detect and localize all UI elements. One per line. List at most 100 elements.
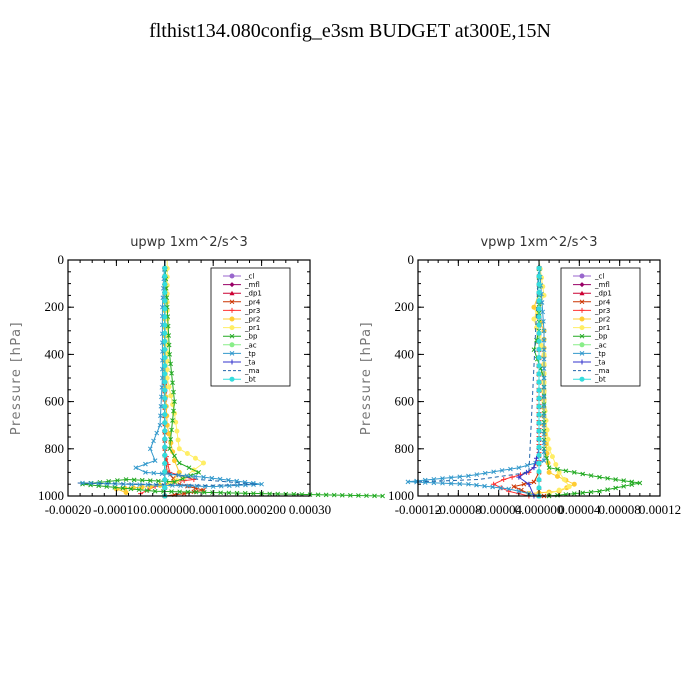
x-tick-label: -0.00012 (395, 502, 442, 517)
series-marker-bt (162, 452, 168, 458)
series-marker-bt (162, 460, 168, 466)
series-marker-bt (162, 273, 168, 279)
legend-label: _tp (244, 350, 256, 358)
panel-2: vpwp 1xm^2/s^3 Pressure [hPa] 0 200 400 600 80… (359, 235, 681, 517)
legend-marker (579, 299, 585, 305)
series-marker-bp (115, 478, 120, 483)
series-marker-tp (176, 472, 181, 478)
legend-label: _dp1 (594, 290, 612, 298)
series-marker-tp (499, 468, 505, 473)
legend-marker (579, 342, 585, 348)
series-marker-bt (536, 477, 542, 483)
series-marker-bt (536, 306, 542, 312)
series-marker-tp (524, 462, 530, 468)
x-tick-label: 0.000200 (237, 502, 286, 517)
series-marker-bt (536, 469, 542, 475)
series-marker-bp (588, 473, 594, 478)
x-tick-label: 0.00004 (558, 502, 601, 517)
x-tick-label: 0.00012 (639, 502, 681, 517)
series-marker-bt (536, 403, 542, 409)
series-marker-bp (193, 489, 199, 495)
series-marker-pr3 (509, 474, 515, 480)
series-marker-bt (162, 371, 168, 377)
series-marker-pr1 (546, 446, 552, 452)
series-marker-bp (167, 352, 172, 357)
series-marker-bt (536, 330, 542, 336)
series-marker-tp (137, 482, 143, 487)
series-marker-tp (151, 438, 156, 444)
series-marker-tp (541, 422, 547, 428)
series-marker-pr1 (545, 436, 551, 442)
series-marker-bp (613, 485, 618, 491)
legend-marker (229, 359, 235, 365)
series-marker-bp (170, 380, 175, 386)
series-marker-pr2 (554, 473, 560, 479)
series-marker-bp (563, 468, 569, 474)
series-marker-bp (188, 473, 193, 478)
series-marker-tp (157, 422, 163, 428)
legend-marker (229, 342, 235, 348)
legend-label: _ma (594, 367, 610, 375)
legend-label: _ac (594, 341, 607, 349)
series-marker-bp (136, 487, 142, 493)
series-marker-bt (536, 355, 542, 361)
x-tick-label: 0.000000 (140, 502, 189, 517)
legend-box (210, 267, 291, 387)
legend-label: _pr2 (244, 316, 260, 324)
series-marker-bt (536, 428, 542, 434)
series-marker-pr1 (175, 437, 181, 443)
series-marker-bp (597, 474, 602, 480)
series-marker-tp (405, 479, 411, 485)
series-marker-tp (457, 481, 463, 487)
y-tick-label: 1000 (388, 488, 414, 503)
legend-label: _ta (244, 359, 256, 367)
series-marker-bt (536, 322, 542, 328)
series-marker-tp (541, 431, 547, 437)
y-tick-label: 600 (45, 394, 65, 409)
series-marker-bt (536, 347, 542, 353)
legend: _cl_mfl_dp1_pr4_pr3_pr2_pr1_bp_ac_tp_ta_… (560, 267, 641, 387)
legend-marker (579, 282, 585, 288)
series-marker-bt (162, 314, 168, 320)
y-axis-label: Pressure [hPa] (9, 321, 24, 435)
series-marker-bt (536, 387, 542, 393)
series-marker-bt (162, 298, 168, 304)
x-tick-label: -0.00004 (475, 502, 522, 517)
series-marker-bt (162, 338, 168, 344)
legend-label: _ta (594, 359, 606, 367)
series-line-pr2 (116, 260, 180, 493)
series-marker-bt (162, 387, 168, 393)
series-marker-tp (474, 482, 479, 488)
series-marker-bt (162, 420, 168, 426)
panel-1: upwp 1xm^2/s^3 Pressure [hPa] 0 200 400 600 80… (9, 235, 385, 517)
series-marker-tp (145, 482, 151, 488)
series-marker-bp (580, 490, 586, 496)
series-marker-bp (128, 486, 134, 492)
series-marker-bp (155, 478, 161, 484)
series-marker-bp (169, 427, 174, 433)
series-marker-ta (533, 455, 539, 461)
legend-label: _pr3 (594, 307, 610, 315)
legend-label: _pr1 (244, 324, 260, 332)
series-marker-tp (508, 466, 513, 472)
legend-label: _mfl (594, 281, 610, 289)
legend-marker (579, 325, 585, 331)
series-marker-tp (482, 483, 487, 489)
x-tick-label: 0.000100 (189, 502, 238, 517)
series-marker-ta (526, 481, 532, 487)
y-tick-label: 200 (395, 299, 415, 314)
series-marker-bt (162, 281, 168, 287)
y-tick-label: 0 (408, 252, 415, 267)
series-marker-bp (166, 342, 172, 348)
series-marker-tp (217, 476, 223, 482)
series-marker-pr1 (531, 316, 537, 322)
series-marker-pr3 (501, 476, 507, 482)
series-marker-pr1 (164, 375, 170, 381)
series-marker-bp (629, 479, 635, 485)
legend-label: _ac (244, 341, 257, 349)
series-marker-tp (129, 481, 134, 487)
series-marker-bp (637, 480, 643, 486)
series-marker-tp (506, 486, 512, 492)
series-marker-bt (162, 355, 168, 361)
